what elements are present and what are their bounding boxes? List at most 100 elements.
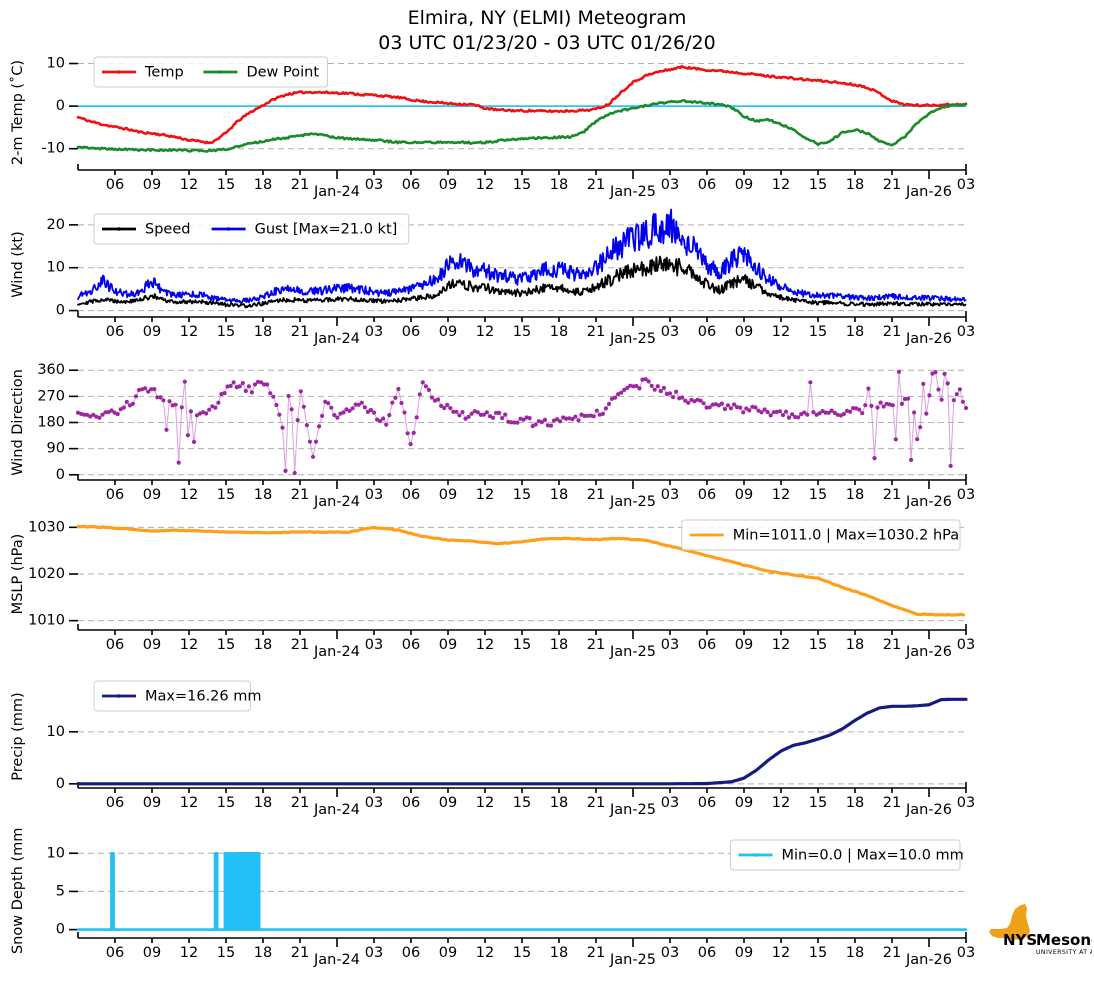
direction-point [341,410,346,415]
direction-point [237,384,242,389]
x-tick-label: 03 [661,177,679,193]
direction-point [722,406,728,412]
x-tick-label: 09 [439,177,457,193]
x-tick-label: 09 [439,795,457,811]
x-tick-label: 18 [550,637,568,653]
direction-point [933,370,938,375]
direction-point [921,381,926,386]
x-tick-label: 06 [698,637,716,653]
direction-point [310,454,316,459]
x-tick-label: 12 [772,637,790,653]
x-tick-label: 06 [106,637,124,653]
x-tick-label: 09 [439,487,457,503]
direction-point [649,383,654,388]
direction-point [683,398,688,403]
direction-point [732,402,737,407]
direction-point [515,420,520,425]
direction-point [445,402,450,407]
direction-point [216,400,221,405]
direction-point [652,387,657,392]
direction-point [735,405,740,410]
direction-point [173,402,178,407]
x-tick-label: 15 [513,177,531,193]
direction-point [759,410,764,415]
direction-point [637,386,642,391]
direction-point [158,395,163,400]
legend-marker [218,70,223,74]
direction-point [603,406,609,411]
legend-label: Gust [Max=21.0 kt] [255,222,398,238]
direction-point [133,394,139,399]
y-tick-label: 10 [47,724,65,740]
x-tick-label: 15 [217,795,235,811]
legend-marker [753,853,758,857]
direction-point [408,442,413,447]
direction-point [777,409,783,414]
x-tick-label: 12 [180,177,198,193]
direction-point [881,404,886,409]
x-tick-label: 06 [698,177,716,193]
x-tick-label: 21 [883,487,901,503]
direction-point [283,468,288,473]
x-tick-label: 06 [106,177,124,193]
x-tick-label: 15 [217,637,235,653]
direction-point [454,409,459,414]
direction-point [576,418,581,423]
direction-point [109,408,114,413]
direction-point [204,411,209,416]
direction-point [744,406,749,411]
x-tick-label: 15 [217,487,235,503]
legend-label: Speed [145,222,190,238]
x-tick-label: 09 [439,945,457,961]
y-tick-label: 5 [56,883,65,899]
direction-point [811,410,816,415]
x-tick-label: Jan-24 [313,802,360,818]
direction-point [292,470,297,476]
direction-point [899,401,905,406]
direction-point [716,403,721,408]
direction-point [960,399,966,404]
direction-point [527,416,532,421]
direction-point [255,379,261,384]
direction-point [912,410,917,415]
x-tick-label: 03 [661,487,679,503]
direction-point [863,403,868,408]
direction-point [378,419,383,424]
logo-tagline-text: UNIVERSITY AT ALBANY [1036,949,1092,956]
x-tick-label: 18 [254,177,272,193]
direction-point [555,417,560,422]
x-tick-label: 21 [587,945,605,961]
direction-point [866,386,871,391]
direction-point [671,395,676,400]
direction-point [796,415,801,420]
direction-point [231,380,236,385]
direction-point [890,403,895,408]
x-tick-label: 06 [402,945,420,961]
direction-point [280,425,285,430]
direction-point [481,412,486,417]
direction-point [97,415,102,420]
series-mslp [76,524,966,617]
direction-point [460,410,465,415]
direction-point [521,417,526,422]
x-tick-label: 09 [439,637,457,653]
x-tick-label: 15 [809,177,827,193]
direction-point [262,382,267,387]
direction-point [939,397,944,402]
direction-point [317,424,322,429]
x-tick-label: Jan-24 [313,494,360,510]
x-tick-label: 21 [883,177,901,193]
x-tick-label: 21 [883,795,901,811]
direction-point [542,417,548,422]
x-tick-label: 09 [439,324,457,340]
direction-point [259,380,264,385]
direction-point [497,410,502,415]
series-precip [76,697,968,786]
direction-point [640,377,645,382]
x-tick-label: 06 [106,487,124,503]
y-axis-label: Precip (mm) [10,692,26,780]
direction-point [646,379,651,384]
direction-point [332,413,337,418]
direction-point [875,405,880,410]
direction-point [582,413,587,419]
